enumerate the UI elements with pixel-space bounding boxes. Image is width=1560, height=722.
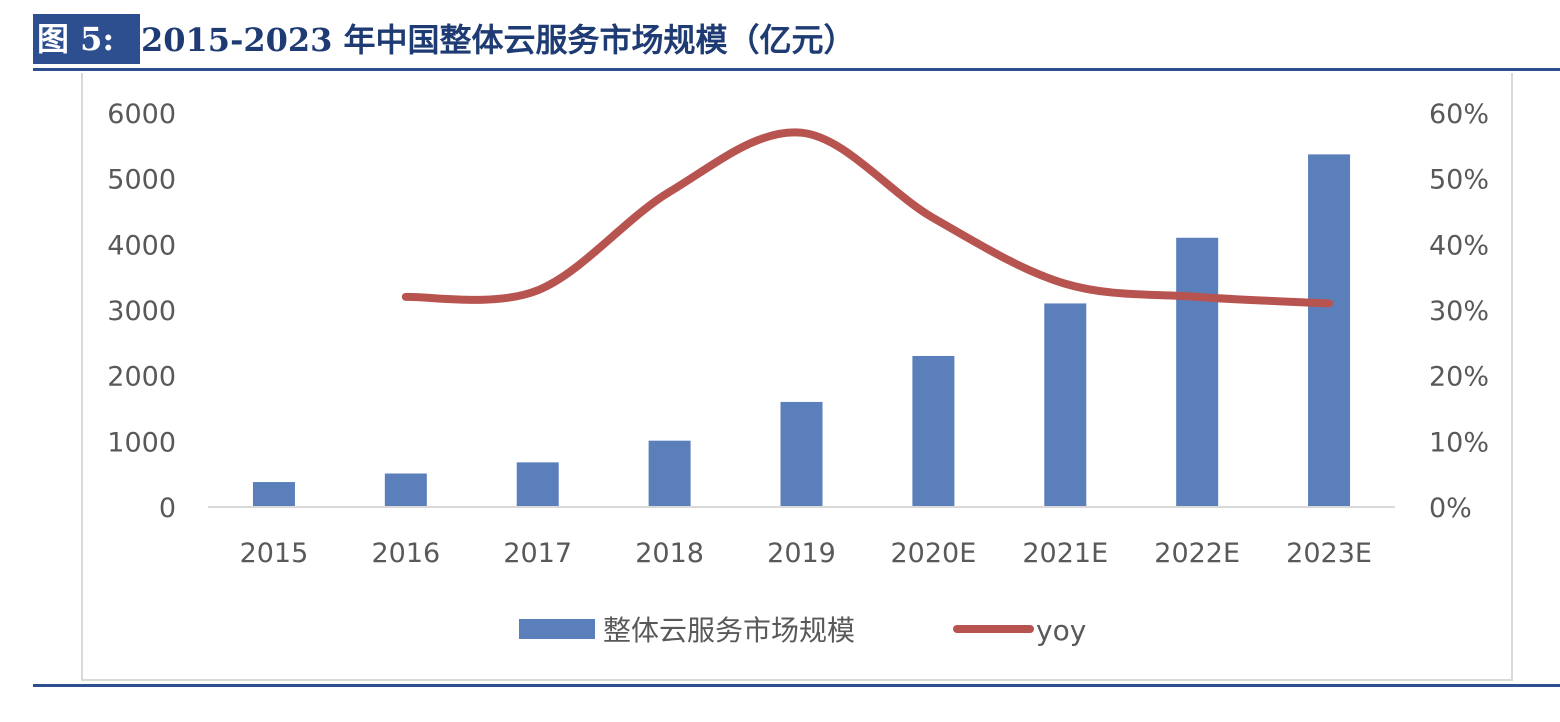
x-tick-label: 2022E <box>1154 538 1240 569</box>
x-tick-label: 2018 <box>635 538 704 569</box>
top-rule <box>33 68 1560 71</box>
legend: 整体云服务市场规模 yoy <box>519 614 1086 647</box>
x-tick-label: 2016 <box>371 538 440 569</box>
chart-frame <box>81 73 1513 681</box>
y-left-tick-label: 3000 <box>107 296 176 327</box>
y-left-tick-label: 1000 <box>107 427 176 458</box>
x-tick-label: 2020E <box>890 538 976 569</box>
bar <box>252 482 295 507</box>
x-axis-labels: 2015 2016 2017 2018 2019 2020E 2021E 2022E 2023E <box>240 538 1372 569</box>
y-left-tick-label: 4000 <box>107 230 176 261</box>
y-right-tick-label: 40% <box>1429 230 1489 261</box>
bar <box>516 462 559 507</box>
y-right-tick-label: 0% <box>1429 493 1472 524</box>
bar <box>912 355 955 507</box>
x-tick-label: 2017 <box>503 538 572 569</box>
legend-bar-label: 整体云服务市场规模 <box>603 614 855 647</box>
y-left-tick-label: 6000 <box>107 99 176 130</box>
y-right-tick-label: 20% <box>1429 362 1489 393</box>
y-right-tick-label: 10% <box>1429 427 1489 458</box>
legend-bar-swatch <box>519 619 595 639</box>
figure-header: 图 5: 2015-2023 年中国整体云服务市场规模（亿元） <box>33 10 1560 68</box>
y-left-tick-label: 0 <box>159 493 176 524</box>
x-tick-label: 2019 <box>767 538 836 569</box>
x-tick-label: 2023E <box>1286 538 1372 569</box>
legend-line-label: yoy <box>1036 614 1086 647</box>
y-left-tick-label: 5000 <box>107 165 176 196</box>
figure-title: 2015-2023 年中国整体云服务市场规模（亿元） <box>141 21 856 59</box>
right-axis-ticks: 0% 10% 20% 30% 40% 50% 60% <box>1429 99 1489 524</box>
y-right-tick-label: 30% <box>1429 296 1489 327</box>
bottom-rule <box>33 684 1560 687</box>
y-left-tick-label: 2000 <box>107 362 176 393</box>
bar-series <box>252 154 1351 507</box>
yoy-line <box>401 128 1334 308</box>
x-tick-label: 2021E <box>1022 538 1108 569</box>
bar <box>1044 303 1087 507</box>
y-right-tick-label: 50% <box>1429 165 1489 196</box>
y-right-tick-label: 60% <box>1429 99 1489 130</box>
bar <box>384 473 427 507</box>
left-axis-ticks: 0 1000 2000 3000 4000 5000 6000 <box>107 99 176 524</box>
bar <box>648 440 691 507</box>
bar <box>1176 237 1219 507</box>
figure-label: 图 5: <box>33 14 140 64</box>
bar <box>780 401 823 507</box>
bar <box>1308 154 1351 507</box>
x-tick-label: 2015 <box>240 538 309 569</box>
